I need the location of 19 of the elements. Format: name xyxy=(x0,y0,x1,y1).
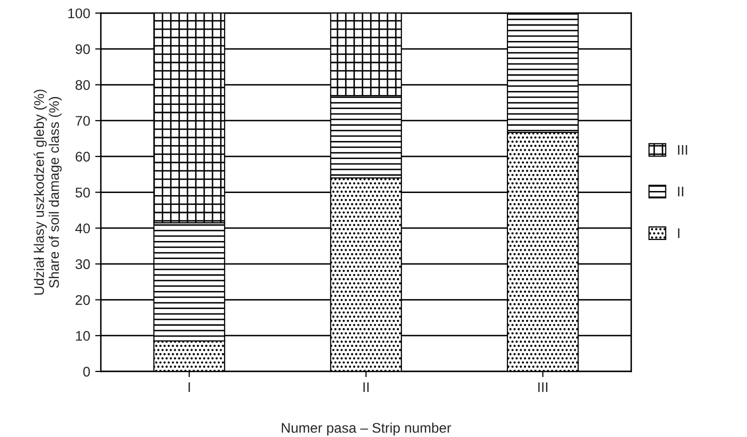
y-tick-label: 60 xyxy=(76,152,90,162)
y-tick-label: 20 xyxy=(76,295,90,305)
y-tick-label: 70 xyxy=(76,116,90,126)
y-tick-label: 90 xyxy=(76,44,90,54)
legend-label: III xyxy=(678,145,688,155)
x-axis-title: Numer pasa – Strip number xyxy=(282,422,452,436)
x-tick-label: II xyxy=(363,382,369,392)
y-tick-label: 10 xyxy=(76,330,90,341)
x-tick-label: III xyxy=(538,382,548,392)
y-axis-title: Udział klasy uszkodzeń gleby (%) Share of soil damage class (%) xyxy=(34,90,62,295)
y-tick-label: 100 xyxy=(68,8,90,18)
legend-label: I xyxy=(678,228,680,238)
legend-label: II xyxy=(678,186,684,196)
y-tick-label: 40 xyxy=(75,223,90,234)
y-tick-label: 0 xyxy=(83,366,90,377)
y-tick-label: 30 xyxy=(76,259,90,270)
y-tick-label: 50 xyxy=(76,188,90,198)
x-tick-label: I xyxy=(188,382,190,392)
y-tick-label: 80 xyxy=(76,80,90,90)
